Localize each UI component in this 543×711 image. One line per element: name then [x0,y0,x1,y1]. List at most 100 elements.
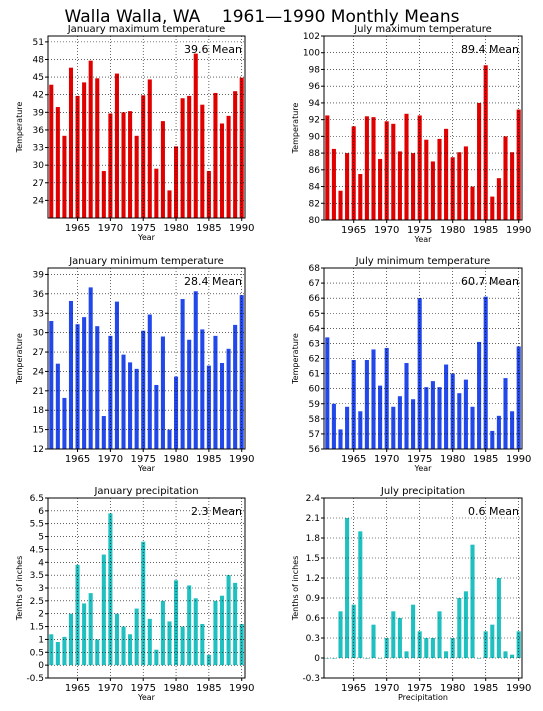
bar-1962 [55,642,60,666]
bar-1974 [411,604,416,658]
bar-1987 [219,363,225,449]
bar-1976 [424,139,429,220]
bar-1971 [114,73,119,219]
bar-1988 [503,651,508,658]
mean-label: 39.6 Mean [184,43,242,56]
y-tick-label: 66 [309,294,321,304]
bar-1964 [345,153,350,220]
x-tick-label: 1985 [196,683,221,694]
x-tick-label: 1990 [506,454,531,465]
y-tick-label: 2 [38,610,44,620]
bar-1964 [345,518,350,658]
bar-1983 [193,598,198,666]
bar-1989 [510,411,515,449]
mean-label: 0.6 Mean [468,505,519,518]
bar-1978 [437,138,442,220]
x-tick-label: 1980 [440,225,465,236]
bar-1973 [404,363,409,449]
bar-1963 [62,135,67,218]
y-tick-label: -0.3 [302,674,320,684]
y-tick-label: 3 [38,584,44,594]
bar-1967 [88,60,93,218]
y-tick-label: 27 [33,179,44,189]
bar-1962 [331,403,336,449]
bar-1980 [174,580,179,666]
bar-1961 [49,84,54,218]
bar-1972 [121,626,126,666]
bar-1971 [391,611,396,658]
bar-1961 [49,634,54,666]
y-tick-label: 3.5 [30,571,44,581]
y-tick-label: 33 [33,309,44,319]
bar-1974 [411,399,416,449]
x-tick-label: 1980 [440,454,465,465]
bar-1961 [49,321,54,449]
bar-1986 [490,430,495,449]
mean-label: 60.7 Mean [461,275,519,288]
bar-1973 [404,651,409,658]
bar-1972 [397,396,402,449]
chart-title: July precipitation [380,486,465,497]
bar-1983 [193,53,198,219]
bar-1971 [114,301,119,449]
x-tick-label: 1970 [374,683,399,694]
bar-1983 [470,544,475,658]
y-tick-label: 0 [314,654,320,664]
bar-1984 [200,624,205,666]
y-tick-label: 24 [33,367,45,377]
bar-1987 [219,595,225,666]
bar-1973 [128,111,133,218]
x-tick-label: 1965 [65,223,90,234]
bar-1978 [437,387,442,449]
y-tick-label: 61 [309,370,320,380]
x-tick-label: 1985 [473,683,498,694]
y-tick-label: 36 [33,126,45,136]
x-axis-label: Year [414,235,433,244]
y-tick-label: 62 [309,355,320,365]
chart-title: July maximum temperature [353,24,492,35]
bar-1973 [404,113,409,220]
bar-1970 [384,347,389,449]
bar-1962 [55,107,60,218]
bar-1976 [424,638,429,658]
mean-label: 2.3 Mean [191,505,242,518]
x-tick-label: 1980 [163,683,188,694]
x-tick-label: 1985 [196,223,221,234]
bar-1980 [450,373,455,449]
chart-panel-5: -0.5 0 0.5 1 1.5 2 2.5 3 3.5 4 4.5 5 5.5 6 6.5 1965 1970… [15,486,254,702]
bar-1975 [417,631,422,658]
y-tick-label: 0.3 [306,634,320,644]
x-tick-label: 1970 [374,225,399,236]
bar-1988 [503,378,508,449]
x-axis-label: Year [414,464,433,473]
bar-1984 [477,341,482,449]
bar-1967 [88,287,93,449]
y-tick-label: 21 [33,387,44,397]
bar-1985 [483,65,488,220]
bar-1968 [371,624,376,658]
bar-1988 [226,575,231,666]
x-tick-label: 1990 [229,454,254,465]
x-axis-label: Year [137,464,156,473]
x-tick-label: 1975 [130,683,155,694]
y-tick-label: 60 [309,385,321,395]
bar-1981 [457,598,462,658]
y-tick-label: 102 [303,32,320,42]
bar-1967 [88,593,93,666]
bar-1976 [147,79,152,218]
chart-panel-3: 12 15 18 21 24 27 30 33 36 39 1965 1970 1975 1980 1985… [15,256,254,473]
y-tick-label: 6.5 [30,494,44,504]
y-axis-label: Temperature [291,103,300,155]
x-tick-label: 1965 [341,225,366,236]
y-tick-label: 2.5 [30,597,44,607]
bar-1971 [391,406,396,449]
bar-1963 [62,397,67,449]
bar-1964 [68,613,74,666]
bar-1975 [141,330,146,449]
bar-1976 [147,314,152,449]
bar-1961 [325,115,330,220]
x-axis-label: Year [137,693,156,702]
bar-1966 [82,603,87,666]
bar-1983 [470,406,475,449]
x-tick-label: 1965 [341,683,366,694]
